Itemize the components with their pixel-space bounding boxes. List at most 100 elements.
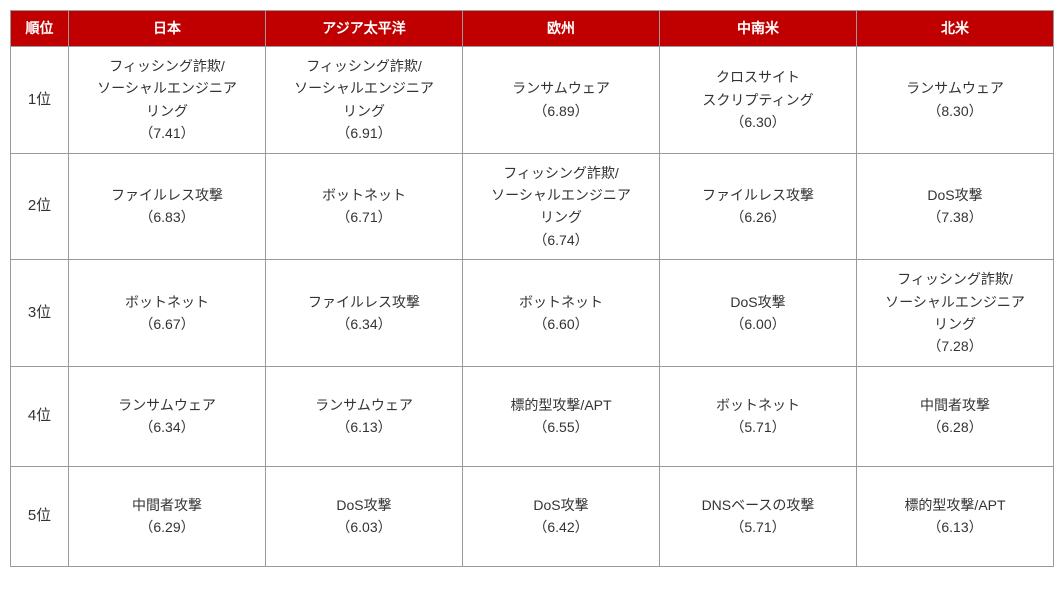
cell-line: ファイルレス攻撃 xyxy=(73,184,261,206)
cell-line: フィッシング詐欺/ xyxy=(861,268,1049,290)
cell-line: ボットネット xyxy=(73,291,261,313)
cell-line: ランサムウェア xyxy=(270,394,458,416)
data-cell: ファイルレス攻撃（6.83） xyxy=(69,153,266,260)
table-row: 3位ボットネット（6.67）ファイルレス攻撃（6.34）ボットネット（6.60）… xyxy=(11,260,1054,367)
rank-cell: 3位 xyxy=(11,260,69,367)
cell-line: （6.55） xyxy=(467,416,655,438)
cell-line: （6.29） xyxy=(73,516,261,538)
header-rank: 順位 xyxy=(11,11,69,47)
cell-line: クロスサイト xyxy=(664,66,852,88)
cell-line: ランサムウェア xyxy=(861,77,1049,99)
rank-cell: 2位 xyxy=(11,153,69,260)
cell-line: （6.03） xyxy=(270,516,458,538)
header-europe: 欧州 xyxy=(463,11,660,47)
cell-line: （6.30） xyxy=(664,111,852,133)
data-cell: ランサムウェア（6.34） xyxy=(69,366,266,466)
cell-line: ソーシャルエンジニア xyxy=(270,77,458,99)
data-cell: フィッシング詐欺/ソーシャルエンジニアリング（6.74） xyxy=(463,153,660,260)
cell-line: ソーシャルエンジニア xyxy=(861,291,1049,313)
data-cell: フィッシング詐欺/ソーシャルエンジニアリング（7.28） xyxy=(857,260,1054,367)
table-body: 1位フィッシング詐欺/ソーシャルエンジニアリング（7.41）フィッシング詐欺/ソ… xyxy=(11,47,1054,567)
data-cell: クロスサイトスクリプティング（6.30） xyxy=(660,47,857,154)
cell-line: （6.26） xyxy=(664,206,852,228)
cell-line: （6.13） xyxy=(270,416,458,438)
data-cell: ファイルレス攻撃（6.26） xyxy=(660,153,857,260)
rank-cell: 4位 xyxy=(11,366,69,466)
cell-line: ボットネット xyxy=(467,291,655,313)
cell-line: リング xyxy=(73,100,261,122)
data-cell: DoS攻撃（6.00） xyxy=(660,260,857,367)
cell-line: （6.34） xyxy=(73,416,261,438)
data-cell: フィッシング詐欺/ソーシャルエンジニアリング（6.91） xyxy=(266,47,463,154)
data-cell: ボットネット（6.71） xyxy=(266,153,463,260)
cell-line: DNSベースの攻撃 xyxy=(664,494,852,516)
data-cell: ボットネット（5.71） xyxy=(660,366,857,466)
cell-line: 中間者攻撃 xyxy=(73,494,261,516)
header-apac: アジア太平洋 xyxy=(266,11,463,47)
cell-line: （6.71） xyxy=(270,206,458,228)
data-cell: ランサムウェア（8.30） xyxy=(857,47,1054,154)
table-row: 5位中間者攻撃（6.29）DoS攻撃（6.03）DoS攻撃（6.42）DNSベー… xyxy=(11,466,1054,566)
cell-line: ファイルレス攻撃 xyxy=(664,184,852,206)
cell-line: ボットネット xyxy=(270,184,458,206)
cell-line: （7.38） xyxy=(861,206,1049,228)
cell-line: スクリプティング xyxy=(664,89,852,111)
data-cell: ランサムウェア（6.89） xyxy=(463,47,660,154)
cell-line: （7.41） xyxy=(73,122,261,144)
cell-line: （5.71） xyxy=(664,416,852,438)
cell-line: （6.89） xyxy=(467,100,655,122)
cell-line: 標的型攻撃/APT xyxy=(467,394,655,416)
header-japan: 日本 xyxy=(69,11,266,47)
rank-cell: 1位 xyxy=(11,47,69,154)
cell-line: DoS攻撃 xyxy=(861,184,1049,206)
threat-ranking-table: 順位 日本 アジア太平洋 欧州 中南米 北米 1位フィッシング詐欺/ソーシャルエ… xyxy=(10,10,1054,567)
cell-line: （6.42） xyxy=(467,516,655,538)
table-row: 2位ファイルレス攻撃（6.83）ボットネット（6.71）フィッシング詐欺/ソーシ… xyxy=(11,153,1054,260)
cell-line: ランサムウェア xyxy=(467,77,655,99)
cell-line: （6.91） xyxy=(270,122,458,144)
header-na: 北米 xyxy=(857,11,1054,47)
data-cell: 標的型攻撃/APT（6.55） xyxy=(463,366,660,466)
data-cell: DNSベースの攻撃（5.71） xyxy=(660,466,857,566)
cell-line: （8.30） xyxy=(861,100,1049,122)
cell-line: DoS攻撃 xyxy=(467,494,655,516)
data-cell: 標的型攻撃/APT（6.13） xyxy=(857,466,1054,566)
cell-line: 中間者攻撃 xyxy=(861,394,1049,416)
cell-line: （5.71） xyxy=(664,516,852,538)
data-cell: ファイルレス攻撃（6.34） xyxy=(266,260,463,367)
data-cell: ボットネット（6.60） xyxy=(463,260,660,367)
data-cell: ボットネット（6.67） xyxy=(69,260,266,367)
data-cell: DoS攻撃（7.38） xyxy=(857,153,1054,260)
cell-line: （7.28） xyxy=(861,335,1049,357)
data-cell: フィッシング詐欺/ソーシャルエンジニアリング（7.41） xyxy=(69,47,266,154)
data-cell: DoS攻撃（6.42） xyxy=(463,466,660,566)
cell-line: （6.60） xyxy=(467,313,655,335)
cell-line: ファイルレス攻撃 xyxy=(270,291,458,313)
cell-line: フィッシング詐欺/ xyxy=(73,55,261,77)
table-row: 1位フィッシング詐欺/ソーシャルエンジニアリング（7.41）フィッシング詐欺/ソ… xyxy=(11,47,1054,154)
data-cell: 中間者攻撃（6.29） xyxy=(69,466,266,566)
cell-line: ランサムウェア xyxy=(73,394,261,416)
cell-line: 標的型攻撃/APT xyxy=(861,494,1049,516)
table-row: 4位ランサムウェア（6.34）ランサムウェア（6.13）標的型攻撃/APT（6.… xyxy=(11,366,1054,466)
cell-line: ソーシャルエンジニア xyxy=(467,184,655,206)
header-latam: 中南米 xyxy=(660,11,857,47)
cell-line: （6.74） xyxy=(467,229,655,251)
cell-line: リング xyxy=(467,206,655,228)
cell-line: リング xyxy=(861,313,1049,335)
table-header: 順位 日本 アジア太平洋 欧州 中南米 北米 xyxy=(11,11,1054,47)
cell-line: （6.83） xyxy=(73,206,261,228)
rank-cell: 5位 xyxy=(11,466,69,566)
cell-line: フィッシング詐欺/ xyxy=(270,55,458,77)
data-cell: ランサムウェア（6.13） xyxy=(266,366,463,466)
cell-line: DoS攻撃 xyxy=(270,494,458,516)
cell-line: フィッシング詐欺/ xyxy=(467,162,655,184)
data-cell: DoS攻撃（6.03） xyxy=(266,466,463,566)
cell-line: （6.13） xyxy=(861,516,1049,538)
cell-line: （6.34） xyxy=(270,313,458,335)
cell-line: DoS攻撃 xyxy=(664,291,852,313)
cell-line: （6.28） xyxy=(861,416,1049,438)
cell-line: リング xyxy=(270,100,458,122)
cell-line: （6.00） xyxy=(664,313,852,335)
cell-line: ソーシャルエンジニア xyxy=(73,77,261,99)
